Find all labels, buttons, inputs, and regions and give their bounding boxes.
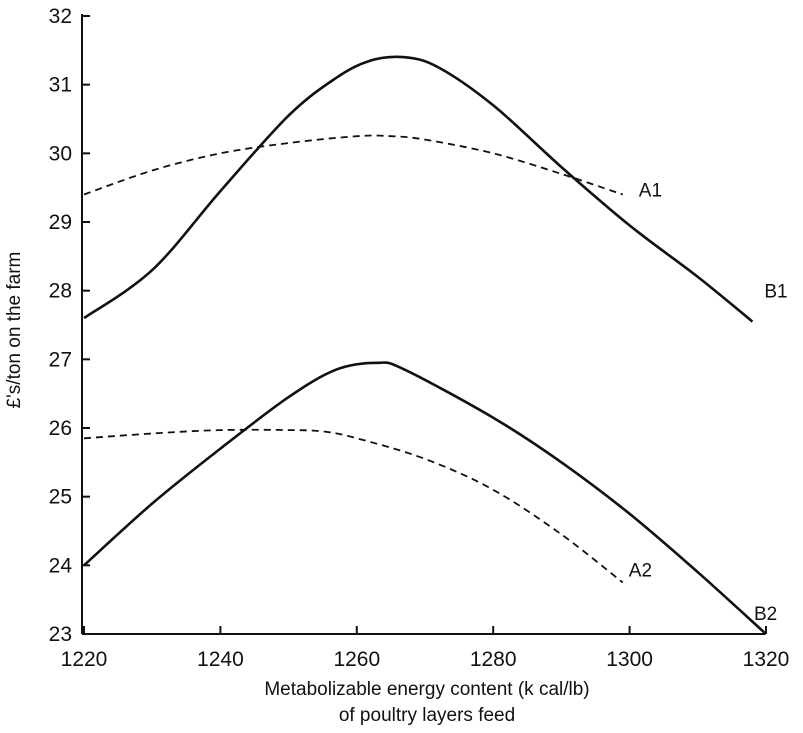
y-tick-label: 27 [49,348,72,371]
y-tick-label: 24 [49,554,73,577]
series-label-b1: B1 [764,282,787,303]
y-axis-label: £'s/ton on the farm [4,252,25,409]
x-tick-label: 1260 [333,648,380,671]
series-label-a2: A2 [629,561,652,582]
series-label-b2: B2 [754,604,777,625]
x-tick-label: 1280 [470,648,517,671]
x-axis-label-line1: Metabolizable energy content (k cal/lb) [264,679,589,700]
series-line-b2 [83,361,767,635]
y-tick-label: 32 [49,5,72,28]
series-line-a2 [83,428,624,584]
y-tick-label: 31 [49,74,72,97]
series-label-a1: A1 [639,181,662,202]
x-ticks: 1220 1240 1260 1280 1300 1320 [61,626,790,671]
series-lines [83,55,767,635]
x-tick-label: 1300 [606,648,653,671]
x-axis-label-line2: of poultry layers feed [339,705,515,726]
y-tick-label: 23 [49,623,72,646]
series-line-b1 [83,55,754,323]
y-tick-label: 30 [49,142,72,165]
axes [81,14,765,635]
y-tick-label: 25 [49,486,72,509]
series-labels: A1 B1 A2 B2 [629,181,788,625]
series-line-a1 [83,134,624,196]
x-tick-label: 1320 [743,648,790,671]
x-tick-label: 1220 [61,648,108,671]
y-ticks: 23 24 25 26 27 28 29 30 31 32 [49,5,90,646]
y-tick-label: 29 [49,211,72,234]
y-tick-label: 28 [49,280,72,303]
y-tick-label: 26 [49,417,72,440]
x-tick-label: 1240 [197,648,244,671]
